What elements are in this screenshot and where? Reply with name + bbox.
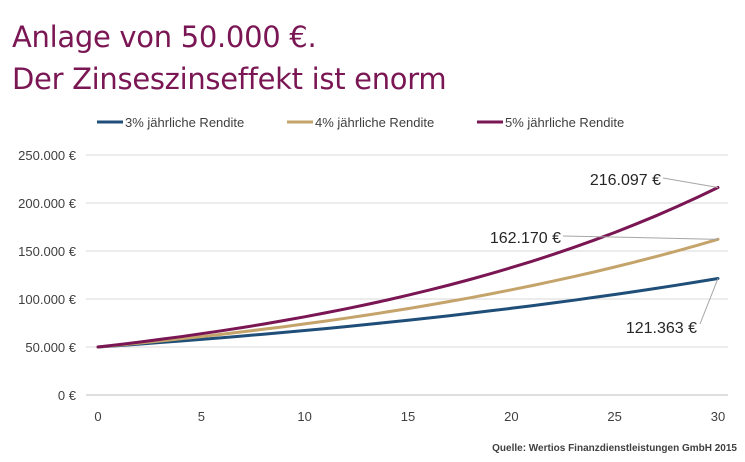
data-label-leader: [562, 235, 719, 240]
y-axis-ticks: 0 € 50.000 € 100.000 € 150.000 € 200.000 € 25…: [18, 148, 77, 403]
data-labels: 216.097 € 162.170 € 121.363 €: [490, 172, 719, 337]
x-tick-label: 30: [711, 409, 725, 424]
data-label: 216.097 €: [590, 172, 661, 189]
data-label-leader: [662, 177, 719, 189]
y-tick-label: 50.000 €: [25, 340, 76, 355]
series-line: [96, 277, 720, 349]
x-tick-label: 15: [401, 409, 415, 424]
series-line: [96, 186, 720, 349]
y-tick-label: 0 €: [58, 388, 77, 403]
y-tick-label: 200.000 €: [18, 196, 77, 211]
chart-title: Anlage von 50.000 €. Der Zinseszinseffek…: [12, 16, 447, 100]
chart-legend: 3% jährliche Rendite 4% jährliche Rendite…: [97, 115, 624, 130]
x-tick-label: 25: [607, 409, 621, 424]
x-tick-label: 20: [504, 409, 518, 424]
x-tick-label: 0: [94, 409, 101, 424]
x-tick-label: 5: [198, 409, 205, 424]
source-note: Quelle: Wertios Finanzdienstleistungen G…: [492, 443, 737, 454]
gridlines: [86, 154, 728, 396]
data-label: 162.170 €: [490, 230, 561, 247]
y-tick-label: 150.000 €: [18, 244, 77, 259]
title-line-2: Der Zinseszinseffekt ist enorm: [12, 62, 447, 96]
data-label: 121.363 €: [626, 320, 697, 337]
y-tick-label: 250.000 €: [18, 148, 77, 163]
legend-label: 4% jährliche Rendite: [315, 115, 434, 130]
x-axis-ticks: 0 5 10 15 20 25 30: [94, 409, 725, 424]
y-tick-label: 100.000 €: [18, 292, 77, 307]
legend-label: 5% jährliche Rendite: [505, 115, 624, 130]
x-tick-label: 10: [297, 409, 311, 424]
series-line: [96, 237, 720, 349]
legend-label: 3% jährliche Rendite: [125, 115, 244, 130]
title-line-1: Anlage von 50.000 €.: [12, 20, 317, 54]
series-lines: [96, 186, 720, 349]
data-label-leader: [699, 278, 719, 325]
